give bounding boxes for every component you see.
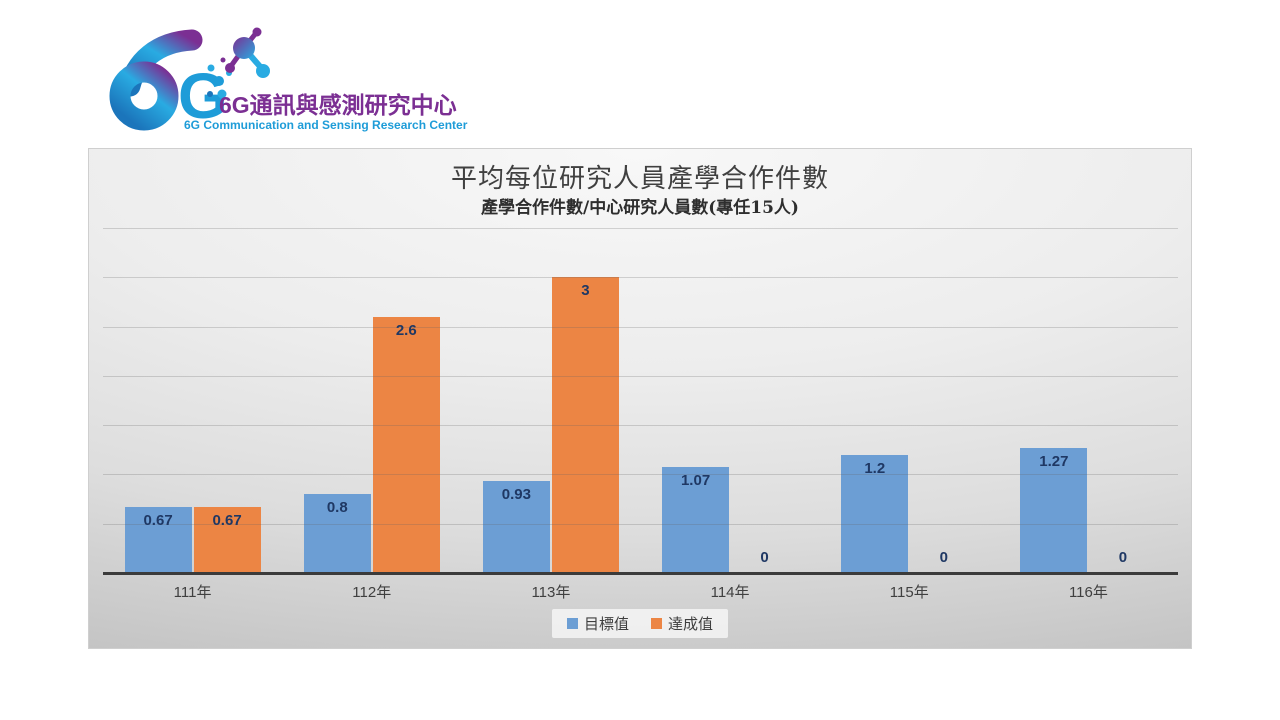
logo-molecule-node: [252, 27, 262, 37]
logo: G 6G通訊與感測研究中心 6G Communication and Sensi…: [92, 24, 476, 136]
logo-name-zh: 6G通訊與感測研究中心: [219, 92, 457, 118]
legend-label-achieved: 達成值: [668, 616, 714, 633]
logo-dot: [207, 91, 213, 97]
bar-label-achieved-113年: 3: [581, 282, 590, 300]
gridline: [103, 227, 1178, 229]
logo-6g-icon: G 6G通訊與感測研究中心 6G Communication and Sensi…: [109, 27, 468, 132]
legend-box: 目標值 達成值: [551, 609, 729, 638]
legend-item-target: 目標值: [566, 613, 629, 634]
bar-label-target-112年: 0.8: [326, 499, 348, 517]
bar-label-target-116年: 1.27: [1039, 452, 1069, 470]
logo-molecule-node: [233, 37, 255, 59]
chart-title: 平均每位研究人員產學合作件數: [450, 164, 829, 194]
bar-label-achieved-114年: 0: [760, 549, 769, 566]
bar-label-target-115年: 1.2: [864, 459, 886, 477]
bar-target-112年: [303, 494, 371, 573]
logo-molecule-node: [225, 63, 235, 73]
bar-target-111年: [124, 506, 192, 573]
bar-achieved-113年: [551, 277, 619, 573]
legend-swatch-achieved: [651, 618, 662, 629]
gridline: [103, 523, 1178, 525]
gridline: [103, 277, 1178, 279]
logo-6-bowl: [109, 61, 179, 131]
x-axis-label: 113年: [531, 584, 571, 601]
logo-molecule-node: [256, 64, 270, 78]
legend-swatch-target: [566, 618, 578, 629]
gridline: [103, 326, 1178, 328]
bar-target-115年: [841, 454, 909, 573]
bar-label-achieved-111年: 0.67: [212, 511, 242, 529]
x-axis-label: 111年: [173, 584, 212, 601]
bar-label-achieved-112年: 2.6: [395, 321, 417, 339]
legend-label-target: 目標值: [583, 616, 629, 633]
x-axis-label: 116年: [1068, 584, 1108, 601]
logo-name-en: 6G Communication and Sensing Research Ce…: [184, 118, 468, 132]
x-axis-label: 112年: [352, 584, 392, 601]
gridline: [103, 425, 1178, 427]
bar-achieved-111年: [193, 506, 261, 573]
logo-dot: [214, 76, 224, 86]
x-axis-line: [103, 572, 1178, 575]
bar-target-116年: [1020, 447, 1088, 573]
bar-label-achieved-115年: 0: [939, 549, 948, 566]
bar-label-achieved-116年: 0: [1118, 549, 1128, 566]
bar-label-target-114年: 1.07: [680, 472, 711, 490]
bar-label-target-111年: 0.67: [143, 511, 173, 529]
bar-achieved-112年: [372, 316, 440, 573]
x-axis-label: 114年: [710, 584, 750, 601]
bar-label-target-113年: 0.93: [501, 486, 531, 504]
chart-subtitle: 產學合作件數/中心研究人員數(專任15人): [481, 198, 799, 218]
logo-dot: [207, 64, 215, 72]
bar-target-113年: [482, 481, 550, 573]
gridline: [103, 474, 1178, 476]
plot-area: 0.67 0.67 111年 0.8 2.6 112年 0.93 3 113年 1.07 0 114年…: [89, 149, 1191, 648]
x-axis-label: 115年: [889, 584, 929, 601]
gridline: [103, 375, 1178, 377]
logo-dot: [220, 57, 226, 63]
chart-panel: 平均每位研究人員產學合作件數 產學合作件數/中心研究人員數(專任15人) 0.6…: [88, 148, 1192, 649]
bar-target-114年: [662, 467, 730, 573]
legend-item-achieved: 達成值: [651, 613, 713, 634]
legend: 目標值 達成值: [89, 609, 1191, 638]
logo-dot: [217, 89, 227, 99]
